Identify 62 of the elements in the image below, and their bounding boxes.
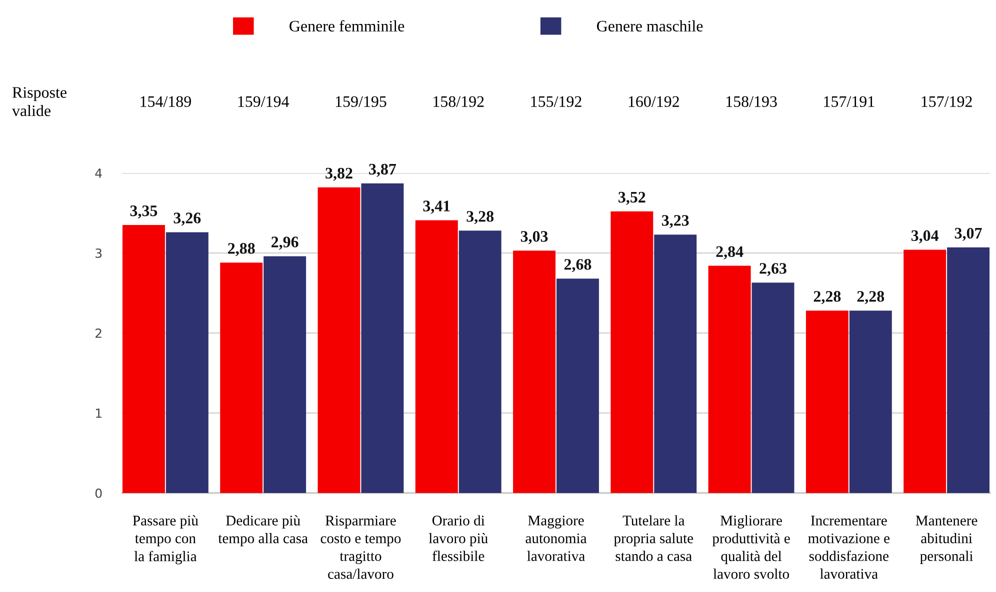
x-tick-label: Tutelare la propria salute stando a casa [614,515,694,562]
y-tick-label: 4 [95,168,102,178]
bar [361,183,404,493]
text: 155/192 [531,96,582,107]
y-tick-label: 3 [96,248,102,258]
data-label: 2,63 [760,263,786,276]
bar [318,187,360,493]
x-tick-label: Mantenere abitudini personali [916,516,978,564]
bar [220,262,263,493]
bar [166,232,208,493]
text: 157/191 [824,96,874,107]
data-label: 3,26 [174,212,201,226]
x-tick-label: Passare più tempo con la famiglia [132,515,198,564]
text: Risposte valide [12,87,66,116]
data-label: 3,07 [954,228,982,241]
bar [752,282,794,493]
y-tick-label: 0 [95,488,102,498]
data-label: 2,28 [857,291,884,304]
x-tick-label: Migliorare produttività e qualità del lavoro svolto [712,515,790,579]
data-label: 3,03 [520,231,548,244]
data-label: 3,23 [662,215,689,228]
data-label: 3,87 [369,164,396,177]
bar [513,250,556,493]
data-label: 2,28 [814,291,841,304]
bar [849,310,892,493]
data-label: 2,96 [272,236,298,250]
data-label: 3,04 [911,230,939,244]
data-label: 3,35 [130,205,158,219]
bar [415,220,458,493]
bar [654,234,697,493]
data-label: 3,41 [423,200,450,214]
text: 159/194 [238,96,290,107]
bar [708,266,751,493]
data-label: 3,82 [326,168,352,181]
x-tick-label: Incrementare motivazione e soddisfazione lavorativa [808,516,890,579]
data-label: 2,84 [716,246,744,260]
x-tick-label: Risparmiare costo e tempo tragitto casa/lavoro [320,516,401,579]
data-label: 2,88 [228,243,255,256]
bar [947,247,990,493]
text: 158/192 [434,96,484,107]
x-tick-label: Dedicare più tempo alla casa [218,515,308,546]
bar [122,225,165,493]
x-tick-label: Maggiore autonomia lavorativa [526,516,587,562]
text: 158/193 [726,96,777,107]
data-label: 3,28 [466,211,494,224]
bar [610,211,654,493]
legend-label: Genere maschile [596,20,703,32]
y-tick-label: 1 [96,408,102,418]
bar [556,278,599,493]
y-tick-label: 2 [96,328,102,338]
bar [458,230,502,493]
x-tick-label: Orario di lavoro più flessibile [428,515,488,562]
text: 154/189 [140,96,191,107]
bar [806,310,848,493]
text: 160/192 [628,96,679,107]
bar [904,250,946,493]
data-label: 3,52 [618,192,646,205]
text: 157/192 [922,96,972,107]
legend-label: Genere femminile [290,20,404,32]
data-label: 2,68 [564,259,592,272]
text: 159/195 [336,96,386,107]
bar [264,256,306,493]
